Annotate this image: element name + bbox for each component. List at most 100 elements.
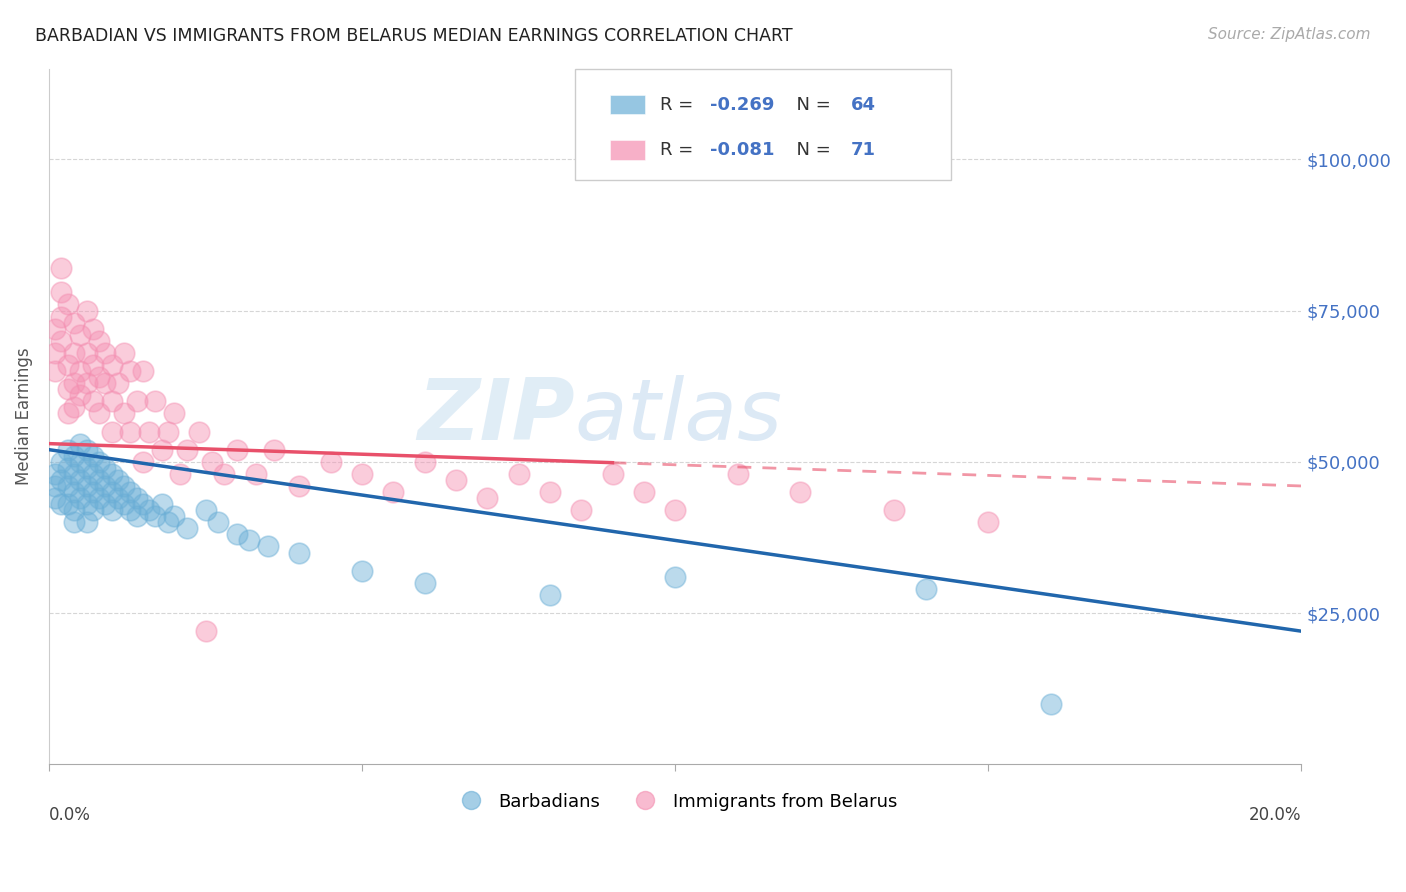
Point	[194, 624, 217, 639]
Point	[82, 467, 104, 481]
Text: -0.269: -0.269	[710, 95, 775, 113]
Point	[76, 346, 98, 360]
Point	[569, 503, 592, 517]
Point	[44, 467, 66, 481]
Point	[225, 442, 247, 457]
Text: atlas: atlas	[575, 375, 783, 458]
Point	[176, 521, 198, 535]
Point	[56, 460, 79, 475]
Point	[87, 455, 110, 469]
Point	[633, 485, 655, 500]
Point	[44, 491, 66, 505]
Point	[63, 376, 86, 391]
Point	[112, 406, 135, 420]
Point	[82, 321, 104, 335]
Point	[125, 491, 148, 505]
Point	[107, 473, 129, 487]
Text: R =: R =	[659, 95, 699, 113]
Point	[477, 491, 499, 505]
Point	[100, 467, 122, 481]
Text: R =: R =	[659, 141, 699, 159]
Point	[100, 394, 122, 409]
Point	[150, 497, 173, 511]
Point	[69, 436, 91, 450]
Point	[56, 406, 79, 420]
Point	[87, 406, 110, 420]
Point	[508, 467, 530, 481]
Point	[225, 527, 247, 541]
FancyBboxPatch shape	[575, 69, 950, 180]
Point	[56, 442, 79, 457]
Point	[63, 503, 86, 517]
Point	[138, 503, 160, 517]
Point	[51, 455, 73, 469]
Point	[132, 497, 155, 511]
Point	[120, 425, 142, 439]
Point	[194, 503, 217, 517]
Point	[132, 364, 155, 378]
Point	[63, 485, 86, 500]
Point	[120, 503, 142, 517]
Point	[132, 455, 155, 469]
Text: ZIP: ZIP	[418, 375, 575, 458]
Point	[538, 588, 561, 602]
Point	[69, 473, 91, 487]
Point	[413, 575, 436, 590]
Point	[238, 533, 260, 548]
Point	[1039, 697, 1062, 711]
Point	[56, 497, 79, 511]
Point	[56, 479, 79, 493]
Point	[169, 467, 191, 481]
Point	[82, 358, 104, 372]
Text: 64: 64	[851, 95, 876, 113]
Point	[156, 516, 179, 530]
Point	[76, 479, 98, 493]
Point	[63, 516, 86, 530]
Point	[69, 491, 91, 505]
Text: Source: ZipAtlas.com: Source: ZipAtlas.com	[1208, 27, 1371, 42]
Point	[76, 516, 98, 530]
Point	[664, 570, 686, 584]
Point	[51, 497, 73, 511]
Point	[352, 564, 374, 578]
Point	[63, 346, 86, 360]
Point	[94, 497, 117, 511]
Point	[82, 394, 104, 409]
Point	[125, 394, 148, 409]
Point	[120, 364, 142, 378]
Point	[82, 449, 104, 463]
Point	[94, 346, 117, 360]
FancyBboxPatch shape	[610, 95, 645, 114]
Point	[51, 334, 73, 348]
Point	[727, 467, 749, 481]
Point	[138, 425, 160, 439]
Point	[94, 376, 117, 391]
Point	[76, 376, 98, 391]
Point	[69, 455, 91, 469]
Point	[538, 485, 561, 500]
Point	[44, 479, 66, 493]
Point	[125, 509, 148, 524]
Point	[201, 455, 224, 469]
Point	[257, 540, 280, 554]
Point	[107, 376, 129, 391]
Text: N =: N =	[786, 141, 837, 159]
Point	[51, 310, 73, 324]
Point	[207, 516, 229, 530]
Point	[319, 455, 342, 469]
Point	[44, 364, 66, 378]
Legend: Barbadians, Immigrants from Belarus: Barbadians, Immigrants from Belarus	[446, 786, 904, 818]
Point	[76, 442, 98, 457]
Point	[76, 497, 98, 511]
Point	[51, 473, 73, 487]
Point	[51, 285, 73, 300]
Point	[56, 382, 79, 396]
Point	[63, 316, 86, 330]
Point	[176, 442, 198, 457]
Point	[602, 467, 624, 481]
Point	[112, 346, 135, 360]
Point	[145, 394, 167, 409]
Point	[789, 485, 811, 500]
Point	[69, 388, 91, 402]
Point	[977, 516, 1000, 530]
